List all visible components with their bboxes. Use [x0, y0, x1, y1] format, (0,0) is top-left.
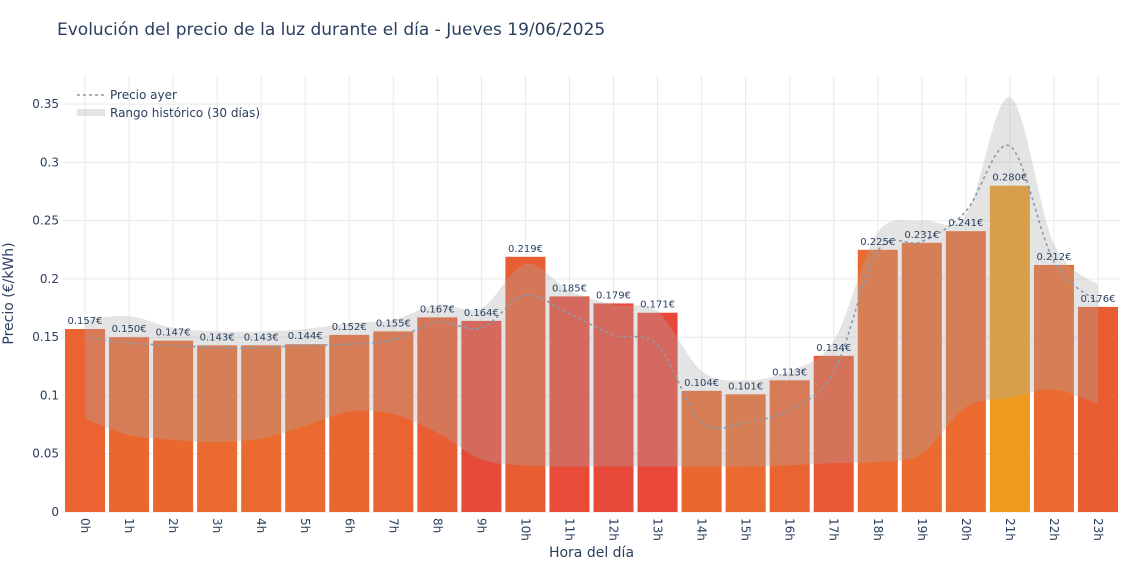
- bar-6h: [329, 334, 370, 512]
- data-label-14h: 0.104€: [684, 378, 719, 389]
- data-label-16h: 0.113€: [772, 367, 807, 378]
- legend-label-range: Rango histórico (30 días): [110, 106, 260, 120]
- x-tick-label: 4h: [254, 518, 268, 533]
- x-tick-label: 23h: [1091, 518, 1105, 541]
- data-label-22h: 0.212€: [1036, 252, 1071, 263]
- chart-title: Evolución del precio de la luz durante e…: [57, 20, 606, 40]
- y-tick-label: 0.05: [32, 447, 59, 461]
- x-tick-label: 12h: [607, 518, 621, 541]
- x-tick-label: 10h: [518, 518, 532, 541]
- y-tick-label: 0: [51, 505, 59, 519]
- data-label-20h: 0.241€: [948, 218, 983, 229]
- x-tick-label: 14h: [695, 518, 709, 541]
- x-tick-label: 3h: [210, 518, 224, 533]
- x-tick-label: 21h: [1003, 518, 1017, 541]
- bar-4h: [241, 345, 282, 512]
- historical-range-band: [85, 96, 1098, 467]
- bar-11h: [549, 296, 590, 512]
- bar-10h: [505, 256, 546, 512]
- y-tick-label: 0.35: [32, 97, 59, 111]
- data-label-5h: 0.144€: [288, 331, 323, 342]
- bar-3h: [197, 345, 238, 512]
- legend-swatch-range: [77, 109, 105, 116]
- data-label-2h: 0.147€: [156, 328, 191, 339]
- x-tick-label: 22h: [1047, 518, 1061, 541]
- x-tick-label: 9h: [474, 518, 488, 533]
- bar-17h: [813, 355, 854, 512]
- bar-9h: [461, 320, 502, 512]
- bar-20h: [945, 231, 986, 512]
- bar-23h: [1077, 306, 1118, 512]
- y-axis-title: Precio (€/kWh): [1, 242, 17, 344]
- data-label-1h: 0.150€: [112, 324, 147, 335]
- yesterday-price-line: [84, 144, 1099, 430]
- y-tick-label: 0.3: [40, 155, 59, 169]
- y-tick-label: 0.1: [40, 388, 59, 402]
- x-tick-label: 6h: [342, 518, 356, 533]
- x-tick-label: 18h: [871, 518, 885, 541]
- y-tick-label: 0.25: [32, 214, 59, 228]
- data-label-11h: 0.185€: [552, 283, 587, 294]
- x-tick-label: 1h: [122, 518, 136, 533]
- data-label-3h: 0.143€: [200, 332, 235, 343]
- data-label-9h: 0.164€: [464, 308, 499, 319]
- x-tick-label: 7h: [386, 518, 400, 533]
- data-label-10h: 0.219€: [508, 244, 543, 255]
- x-tick-label: 16h: [783, 518, 797, 541]
- x-tick-label: 20h: [959, 518, 973, 541]
- bar-12h: [593, 303, 634, 512]
- bar-8h: [417, 317, 458, 512]
- bar-16h: [769, 380, 810, 512]
- data-label-13h: 0.171€: [640, 300, 675, 311]
- x-tick-label: 8h: [430, 518, 444, 533]
- bar-21h: [989, 185, 1030, 512]
- bar-14h: [681, 390, 722, 512]
- bar-2h: [153, 340, 194, 512]
- data-label-6h: 0.152€: [332, 322, 367, 333]
- bar-15h: [725, 394, 766, 512]
- data-label-23h: 0.176€: [1080, 294, 1115, 305]
- x-tick-label: 11h: [562, 518, 576, 541]
- data-label-8h: 0.167€: [420, 304, 455, 315]
- x-tick-label: 2h: [166, 518, 180, 533]
- bar-22h: [1033, 264, 1074, 512]
- data-label-17h: 0.134€: [816, 343, 851, 354]
- bar-1h: [109, 337, 150, 512]
- x-tick-label: 0h: [78, 518, 92, 533]
- x-tick-label: 13h: [651, 518, 665, 541]
- bar-5h: [285, 344, 326, 512]
- x-tick-label: 5h: [298, 518, 312, 533]
- x-tick-label: 15h: [739, 518, 753, 541]
- data-label-4h: 0.143€: [244, 332, 279, 343]
- bar-19h: [901, 242, 942, 513]
- data-label-12h: 0.179€: [596, 290, 631, 301]
- data-label-7h: 0.155€: [376, 318, 411, 329]
- data-label-19h: 0.231€: [904, 230, 939, 241]
- x-tick-label: 17h: [827, 518, 841, 541]
- legend-label-yesterday: Precio ayer: [110, 88, 177, 102]
- bar-7h: [373, 331, 414, 512]
- data-label-18h: 0.225€: [860, 237, 895, 248]
- y-tick-label: 0.2: [40, 272, 59, 286]
- data-label-0h: 0.157€: [68, 316, 103, 327]
- x-tick-label: 19h: [915, 518, 929, 541]
- y-tick-label: 0.15: [32, 330, 59, 344]
- bar-18h: [857, 249, 898, 513]
- x-axis-title: Hora del día: [549, 545, 634, 561]
- data-label-21h: 0.280€: [992, 173, 1027, 184]
- bar-0h: [65, 329, 106, 512]
- data-label-15h: 0.101€: [728, 381, 763, 392]
